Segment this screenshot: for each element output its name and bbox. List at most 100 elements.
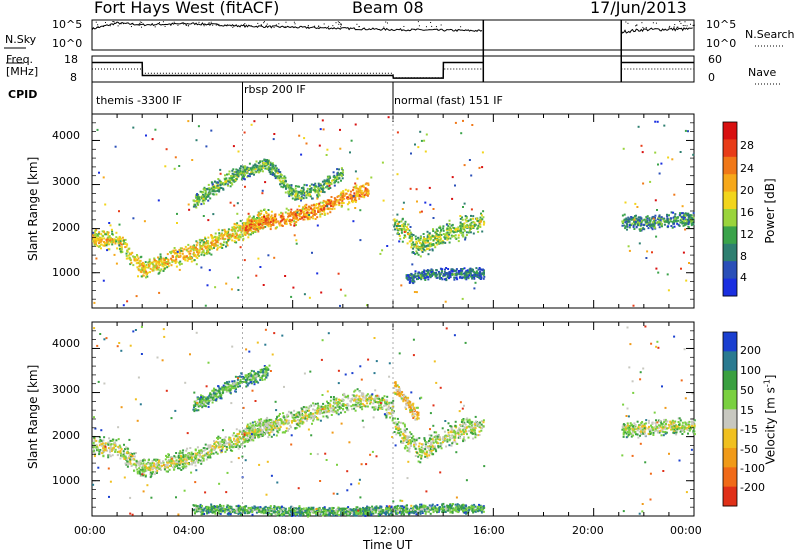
power-cell	[364, 183, 367, 186]
power-cell	[459, 227, 462, 230]
power-cell	[419, 241, 421, 244]
power-cell	[207, 195, 210, 198]
power-cell	[469, 269, 472, 272]
power-cell	[93, 237, 96, 240]
power-cell	[119, 245, 122, 248]
velocity-cell	[259, 376, 262, 379]
power-cell	[398, 233, 400, 236]
velocity-cell	[194, 464, 197, 467]
velocity-cell	[182, 449, 185, 452]
power-cell	[210, 247, 213, 250]
power-cell	[404, 220, 407, 223]
velocity-cell	[238, 432, 241, 435]
power-cell	[403, 227, 406, 230]
power-cell-sparse	[308, 214, 311, 216]
power-cell-sparse	[652, 217, 655, 220]
power-cell	[222, 244, 225, 246]
power-cell-sparse	[165, 148, 168, 151]
power-cell	[304, 191, 307, 194]
power-cell	[352, 186, 355, 189]
power-cell	[176, 252, 179, 255]
power-cell	[278, 213, 281, 216]
power-cell-sparse	[381, 249, 384, 252]
power-cell	[223, 241, 225, 244]
power-cell	[245, 229, 248, 232]
velocity-cell	[219, 443, 222, 445]
velocity-cell	[246, 383, 249, 386]
velocity-cell	[263, 419, 266, 422]
velocity-cell	[224, 450, 227, 453]
velocity-cell	[149, 462, 152, 465]
power-cell	[459, 217, 462, 220]
power-cell	[240, 231, 243, 234]
power-cell	[642, 227, 645, 230]
power-cell	[182, 255, 185, 258]
power-cell	[393, 219, 396, 222]
power-cell-sparse	[122, 304, 125, 307]
power-cell	[313, 211, 316, 214]
power-cell-sparse	[207, 219, 210, 222]
power-cell	[140, 268, 143, 271]
velocity-cell	[237, 385, 240, 388]
power-cell-sparse	[470, 208, 473, 211]
power-cell	[684, 222, 687, 225]
power-cell	[692, 223, 695, 226]
velocity-cell	[128, 462, 131, 465]
power-cell	[242, 228, 245, 231]
power-cell	[329, 182, 332, 185]
velocity-cell	[136, 472, 139, 475]
power-cell-sparse	[118, 223, 121, 226]
power-cell	[334, 180, 337, 183]
velocity-cell	[106, 449, 109, 452]
power-cell	[282, 183, 285, 186]
power-cell	[455, 237, 458, 240]
power-cell	[142, 274, 145, 277]
power-cell	[319, 201, 322, 204]
power-cell-sparse	[356, 177, 359, 180]
power-cell	[627, 219, 630, 222]
power-cbar-tick-16: 16	[740, 206, 754, 219]
velocity-cell	[162, 460, 164, 463]
power-cell	[216, 189, 219, 192]
power-cell	[447, 231, 450, 234]
power-cell	[465, 216, 468, 219]
power-cell	[625, 217, 628, 220]
velocity-cell	[119, 457, 122, 460]
power-cell	[118, 248, 121, 250]
velocity-cbar-tick-m100: -100	[740, 462, 765, 475]
velocity-cell	[219, 392, 221, 395]
power-cell-sparse	[387, 116, 390, 119]
power-cell	[114, 242, 117, 245]
power-cell	[448, 241, 451, 244]
power-cell	[340, 174, 343, 177]
power-cell	[93, 238, 96, 241]
power-cell	[469, 218, 472, 221]
power-cell	[262, 166, 265, 169]
power-cell	[274, 169, 277, 172]
velocity-cell	[238, 429, 241, 432]
velocity-cell	[236, 378, 239, 381]
velocity-cell	[150, 474, 153, 477]
velocity-cell	[131, 458, 134, 461]
power-cell	[211, 237, 214, 240]
power-cell	[257, 230, 260, 233]
velocity-cell	[249, 381, 252, 384]
velocity-cell	[258, 430, 261, 433]
nsearch-point	[162, 21, 164, 23]
power-cell	[281, 180, 284, 183]
velocity-cell	[209, 456, 212, 459]
power-cell	[322, 190, 325, 193]
power-cell	[292, 214, 295, 217]
power-cell	[264, 162, 267, 165]
velocity-cell	[130, 455, 133, 458]
power-cell	[349, 195, 352, 198]
nsearch-point	[185, 24, 187, 26]
nsearch-point	[132, 22, 134, 24]
power-cell	[329, 187, 332, 189]
power-cell	[400, 229, 403, 232]
power-cell	[163, 262, 166, 265]
power-cell	[231, 239, 234, 242]
power-cell	[446, 232, 449, 235]
velocity-cell	[261, 379, 264, 381]
power-cell	[359, 191, 362, 194]
